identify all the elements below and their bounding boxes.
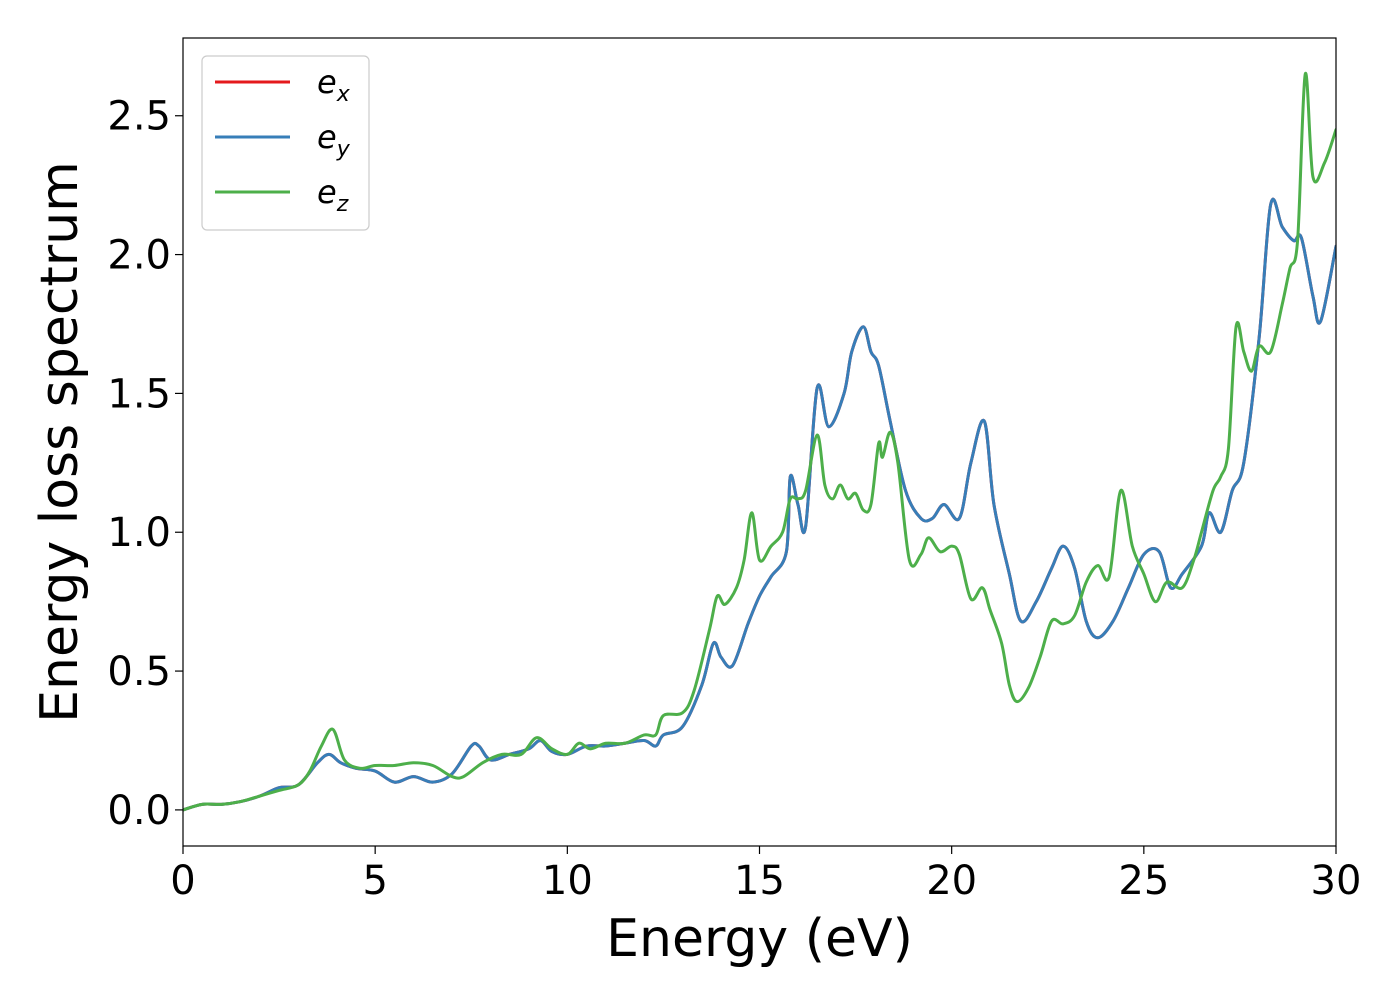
series-line-y xyxy=(183,197,1336,812)
x-tick-label: 0 xyxy=(170,858,195,904)
y-tick-label: 2.5 xyxy=(107,94,171,140)
x-tick-label: 15 xyxy=(734,858,785,904)
y-axis-title: Energy loss spectrum xyxy=(30,161,90,723)
x-axis-title: Energy (eV) xyxy=(606,909,913,969)
legend-label-base: e xyxy=(317,63,337,101)
y-axis-ticks: 0.0 0.5 1.0 1.5 2.0 2.5 xyxy=(107,94,183,834)
series-layer xyxy=(183,72,1336,812)
plot-area xyxy=(182,37,1337,847)
x-tick-label: 25 xyxy=(1118,858,1169,904)
y-tick-label: 0.0 xyxy=(107,788,171,834)
legend-box xyxy=(201,55,370,231)
legend-label-x: ex xyxy=(317,63,351,107)
y-tick-label: 0.5 xyxy=(107,649,171,695)
legend-label-z: ez xyxy=(317,173,349,217)
legend-label-subscript: y xyxy=(336,137,351,162)
legend-label-subscript: z xyxy=(336,192,349,217)
plot-background xyxy=(183,38,1336,846)
x-tick-label: 30 xyxy=(1311,858,1362,904)
x-tick-label: 5 xyxy=(362,858,387,904)
legend-label-base: e xyxy=(317,118,337,156)
legend-label-subscript: x xyxy=(336,82,351,107)
y-tick-label: 2.0 xyxy=(107,233,171,279)
y-tick-label: 1.5 xyxy=(107,371,171,417)
series-line-z xyxy=(183,72,1336,812)
x-axis-ticks: 0 5 10 15 20 25 30 xyxy=(170,846,1361,904)
legend-label-base: e xyxy=(317,173,337,211)
y-tick-label: 1.0 xyxy=(107,510,171,556)
x-tick-label: 20 xyxy=(926,858,977,904)
x-tick-label: 10 xyxy=(542,858,593,904)
legend-label-y: ey xyxy=(317,118,351,162)
